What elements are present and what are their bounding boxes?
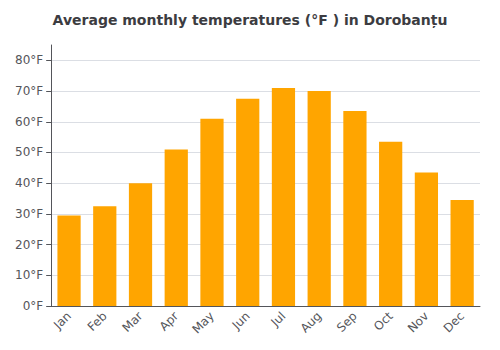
svg-text:Jun: Jun xyxy=(229,309,253,333)
svg-text:Mar: Mar xyxy=(120,309,146,335)
svg-text:Dec: Dec xyxy=(441,309,467,335)
svg-text:10°F: 10°F xyxy=(15,268,43,282)
svg-text:Average monthly temperatures (: Average monthly temperatures (°F ) in Do… xyxy=(53,12,448,29)
svg-text:Sep: Sep xyxy=(334,309,360,335)
svg-text:20°F: 20°F xyxy=(15,238,43,252)
svg-text:Feb: Feb xyxy=(85,309,110,334)
svg-text:50°F: 50°F xyxy=(15,145,43,159)
svg-text:Jan: Jan xyxy=(50,309,74,333)
svg-text:Apr: Apr xyxy=(157,309,182,334)
svg-text:30°F: 30°F xyxy=(15,207,43,221)
svg-text:0°F: 0°F xyxy=(23,299,44,313)
svg-text:40°F: 40°F xyxy=(15,176,43,190)
svg-text:Aug: Aug xyxy=(298,309,324,335)
svg-text:Oct: Oct xyxy=(371,309,396,334)
svg-text:80°F: 80°F xyxy=(15,53,43,67)
svg-text:Jul: Jul xyxy=(268,309,289,330)
svg-text:70°F: 70°F xyxy=(15,84,43,98)
svg-text:60°F: 60°F xyxy=(15,115,43,129)
svg-text:May: May xyxy=(190,309,217,336)
svg-text:Nov: Nov xyxy=(405,309,431,335)
